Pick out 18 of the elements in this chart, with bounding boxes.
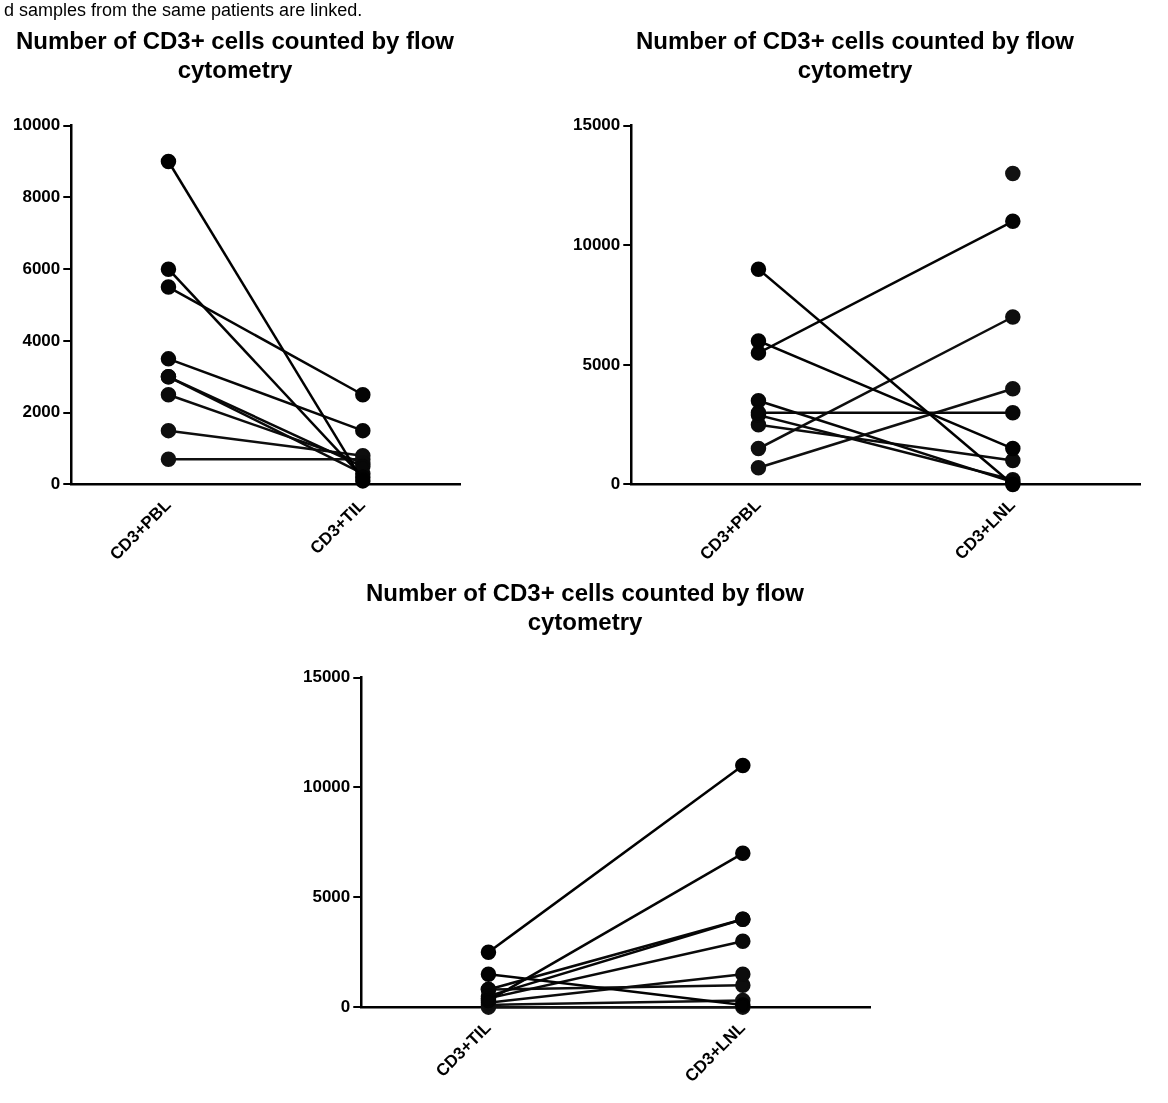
chart-title: Number of CD3+ cells counted by flow cytometry [635,27,1075,83]
y-tick-label: 8000 [22,187,61,207]
text: d samples from the same patients are linked. [4,0,363,21]
y-tick-label: 10000 [12,115,61,135]
chart-title: Number of CD3+ cells counted by flow cytometry [365,579,805,635]
y-tick-label: 10000 [572,234,621,254]
y-tick-label: 2000 [22,402,61,422]
y-tick-label: 5000 [312,886,351,906]
y-tick-label: 15000 [572,115,621,135]
y-tick-label: 15000 [302,667,351,687]
y-tick-label: 0 [50,474,61,494]
y-tick-label: 6000 [22,258,61,278]
y-tick-label: 4000 [22,330,61,350]
y-tick-label: 0 [340,996,351,1016]
y-tick-label: 10000 [302,777,351,797]
y-tick-label: 0 [610,474,621,494]
y-tick-label: 5000 [582,354,621,374]
chart-title: Number of CD3+ cells counted by flow cytometry [15,27,455,83]
